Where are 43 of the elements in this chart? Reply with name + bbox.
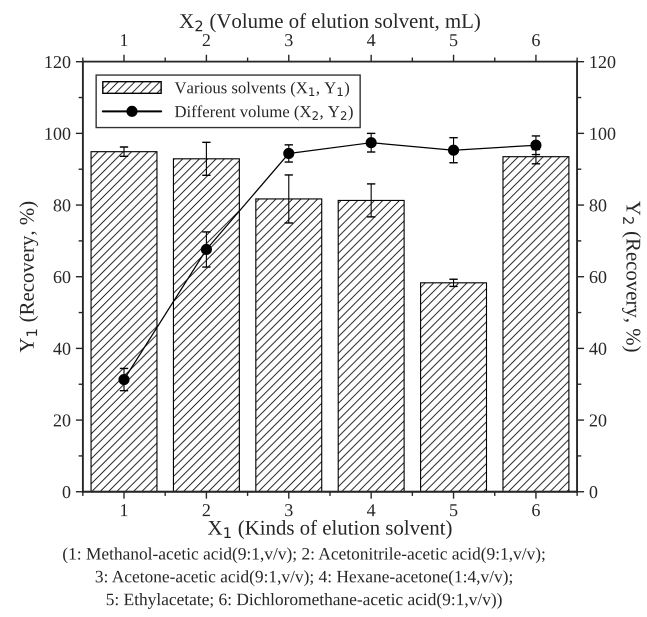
y-axis-title: Y$_{1}$ (Recovery, %) [19, 202, 38, 352]
x2-tick-label: 3 [285, 34, 293, 46]
point [118, 374, 130, 386]
point [283, 148, 294, 159]
y2-tick-label: 40 [589, 342, 606, 355]
y-tick-label: 0 [62, 486, 70, 498]
x-axis-title: X$_{1}$ (Kinds of elution solvent) [208, 520, 452, 540]
x-tick-label: 2 [202, 504, 210, 516]
y2-tick-label: 0 [590, 486, 598, 498]
x-tick-label: 6 [532, 504, 540, 516]
point [200, 244, 212, 256]
point [530, 140, 542, 151]
x-tick-label: 4 [367, 504, 376, 516]
y-tick-label: 40 [53, 342, 70, 355]
legend-label: Various solvents (X$_{1}$, Y$_{1}$) [174, 82, 350, 97]
text: 5: Ethylacetate; 6: Dichloromethane-acetic acid(9:1,v/v)) [106, 593, 502, 609]
x2-axis-title: X$_{2}$ (Volume of elution solvent, mL) [180, 13, 480, 32]
y2-tick-label: 120 [590, 56, 616, 68]
text: (1: Methanol-acetic acid(9:1,v/v); 2: Acetonitrile-acetic acid(9:1,v/v); [63, 547, 545, 564]
y2-axis-title: Y$_{2}$ (Recovery, %) [622, 201, 642, 352]
point [366, 137, 377, 148]
x-tick-label: 3 [285, 504, 293, 516]
y2-tick-label: 20 [590, 414, 606, 427]
bar [420, 282, 488, 492]
x2-tick-label: 2 [202, 34, 210, 46]
text: 3: Acetone-acetic acid(9:1,v/v); 4: Hexane-acetone(1:4,v/v); [96, 570, 512, 586]
legend-label: Different volume (X$_{2}$, Y$_{2}$) [174, 105, 353, 121]
x-tick-label: 5 [450, 504, 458, 516]
y-tick-label: 100 [46, 128, 70, 140]
y2-tick-label: 80 [590, 199, 606, 212]
bar [502, 156, 570, 492]
x-tick-label: 1 [121, 504, 128, 516]
x2-tick-label: 4 [367, 34, 376, 46]
y-tick-label: 60 [54, 270, 70, 284]
x2-tick-label: 1 [121, 34, 128, 46]
y-tick-label: 120 [46, 56, 70, 68]
point [448, 144, 460, 156]
y2-tick-label: 100 [590, 128, 616, 140]
x2-tick-label: 6 [532, 34, 540, 46]
y-tick-label: 20 [54, 414, 70, 427]
x2-tick-label: 5 [450, 34, 458, 46]
y-tick-label: 80 [54, 199, 70, 212]
y2-tick-label: 60 [590, 270, 606, 284]
